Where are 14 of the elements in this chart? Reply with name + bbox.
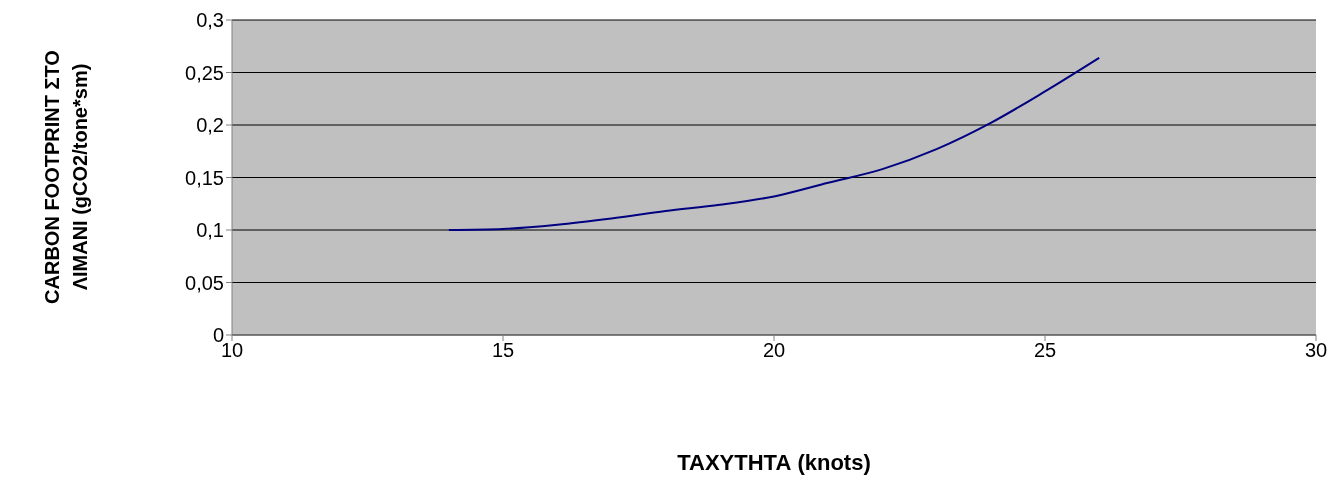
line-series [447, 56, 1101, 231]
y-tick-label: 0,25 [185, 61, 224, 84]
y-tick-label: 0,2 [196, 114, 224, 137]
x-tick-label: 15 [491, 339, 515, 362]
y-tick-label: 0,05 [185, 271, 224, 294]
x-tick-label: 30 [1304, 339, 1328, 362]
y-tick-label: 0,3 [196, 9, 224, 32]
y-tick-label: 0,15 [185, 166, 224, 189]
x-tick-label: 20 [762, 339, 786, 362]
x-tick-label: 25 [1033, 339, 1057, 362]
y-tick-label: 0,1 [196, 219, 224, 242]
y-tick-label: 0 [212, 324, 224, 347]
y-axis-title: CARBON FOOTPRINT ΣΤΟ ΛΙΜΑΝΙ (gCO2/tone*sm) [40, 49, 92, 306]
x-axis-title: ΤΑΧΥΤΗΤΑ (knots) [676, 450, 872, 476]
